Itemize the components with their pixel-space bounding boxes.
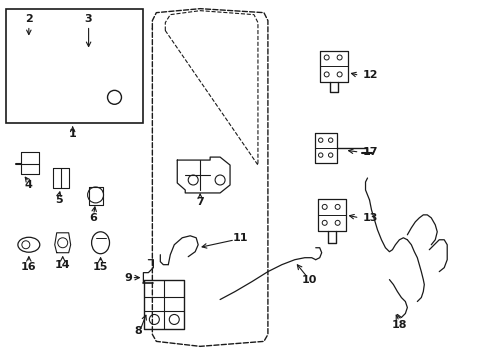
Text: 17: 17 [362,147,377,157]
Text: 6: 6 [89,213,97,223]
Text: 7: 7 [196,197,203,207]
Text: 3: 3 [84,14,92,24]
Text: 14: 14 [55,260,70,270]
Text: 5: 5 [55,195,62,205]
Text: 9: 9 [124,273,132,283]
Text: 8: 8 [134,327,142,336]
Text: 13: 13 [362,213,377,223]
Text: 12: 12 [362,71,377,80]
Text: 16: 16 [21,262,37,272]
Text: 10: 10 [302,275,317,285]
Text: 15: 15 [93,262,108,272]
Text: 2: 2 [25,14,33,24]
Text: 1: 1 [69,129,77,139]
Text: 18: 18 [391,320,407,330]
Text: 4: 4 [25,180,33,190]
Text: 11: 11 [232,233,247,243]
Bar [6,9,143,123]
